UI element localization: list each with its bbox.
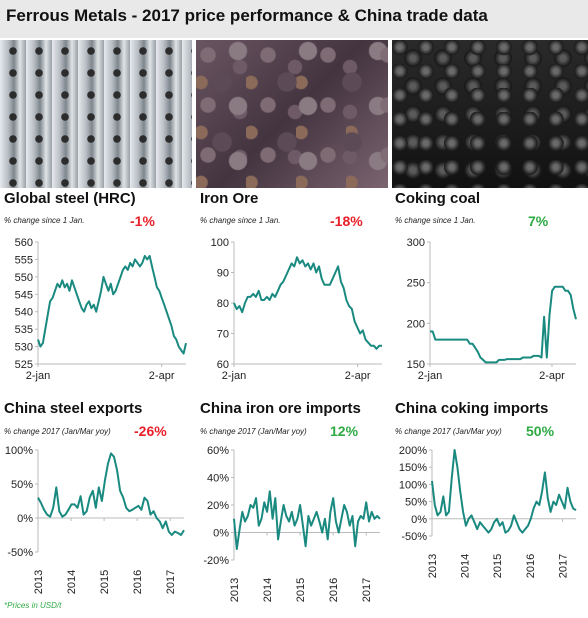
series-line [430,285,577,364]
panel-title-iron-ore-imports: China iron ore imports [200,400,361,417]
y-tick-label: 40% [207,473,229,485]
panel-change-iron-ore-imports: 12% [330,423,359,439]
x-tick-label: 2014 [66,570,78,594]
panel-change-steel-exports: -26% [134,423,167,439]
y-tick-label: -20% [203,555,229,567]
y-tick-label: 150 [407,359,425,371]
series-line [233,490,381,550]
x-tick-label: 2-jan [26,370,50,382]
chart-coking-imports: -50% 0% 50% 100% 150% 200% 2013 2014 2015 2016 201… [399,445,577,578]
y-tick-label: 545 [15,289,33,301]
y-tick-label: 100% [5,445,33,457]
x-tick-label: 2-apr [345,370,371,382]
y-tick-label: -50% [401,531,427,543]
y-tick-label: 100% [399,479,427,491]
y-tick-label: 540 [15,307,33,319]
series-line [233,256,382,350]
panel-subtitle-coking-coal: % change since 1 Jan. [395,216,476,225]
y-tick-label: -50% [7,547,33,559]
x-tick-label: 2-apr [149,370,175,382]
x-tick-label: 2016 [525,554,537,578]
coking-coal-photo [392,40,588,188]
chart-global-steel: 525 530 535 540 545 550 555 560 2-jan 2-apr [15,237,187,382]
y-tick-label: 300 [407,237,425,249]
panel-change-iron-ore: -18% [330,213,363,229]
y-tick-label: 560 [15,237,33,249]
y-tick-label: 250 [407,278,425,290]
y-tick-label: 150% [399,462,427,474]
x-tick-label: 2013 [229,578,241,602]
panel-title-steel-exports: China steel exports [4,400,143,417]
x-tick-label: 2014 [262,578,274,602]
x-tick-label: 2015 [99,570,111,594]
y-tick-label: 200% [399,445,427,457]
y-tick-label: 555 [15,254,33,266]
panel-title-iron-ore: Iron Ore [200,190,259,207]
series-line [37,254,187,355]
y-tick-label: 0% [411,514,427,526]
y-tick-label: 20% [207,500,229,512]
y-tick-label: 550 [15,272,33,284]
chart-iron-ore-imports: -20% 0% 20% 40% 60% 2013 2014 2015 2016 2017 [203,445,381,602]
y-tick-label: 0% [213,528,229,540]
x-tick-label: 2-jan [418,370,442,382]
panel-subtitle-steel: % change since 1 Jan. [4,216,85,225]
series-line [37,452,185,536]
series-line [431,449,577,534]
panel-change-coking-coal: 7% [528,213,549,229]
x-tick-label: 2016 [328,578,340,602]
panel-change-coking-imports: 50% [526,423,555,439]
y-tick-label: 60 [217,359,229,371]
x-tick-label: 2013 [427,554,439,578]
panel-subtitle-steel-exports: % change 2017 (Jan/Mar yoy) [4,427,111,436]
header-bar: Ferrous Metals - 2017 price performance … [0,0,588,38]
x-tick-label: 2-jan [222,370,246,382]
x-tick-label: 2013 [33,570,45,594]
panel-title-coking-imports: China coking imports [395,400,549,417]
x-tick-label: 2017 [165,570,177,594]
y-tick-label: 90 [217,268,229,280]
y-tick-label: 100 [211,237,229,249]
x-tick-label: 2017 [361,578,373,602]
x-tick-label: 2016 [132,570,144,594]
steel-coils-photo [0,40,192,188]
y-tick-label: 200 [407,318,425,330]
x-tick-label: 2-apr [539,370,565,382]
y-tick-label: 60% [207,445,229,457]
panel-title-coking-coal: Coking coal [395,190,481,207]
y-tick-label: 535 [15,324,33,336]
panel-subtitle-iron-ore: % change since 1 Jan. [200,216,281,225]
iron-ore-photo [196,40,388,188]
panel-subtitle-iron-ore-imports: % change 2017 (Jan/Mar yoy) [200,427,307,436]
x-tick-label: 2015 [492,554,504,578]
y-tick-label: 0% [17,513,33,525]
y-tick-label: 70 [217,329,229,341]
x-tick-label: 2017 [557,554,569,578]
chart-coking-coal: 150 200 250 300 2-jan 2-apr [407,237,577,382]
chart-iron-ore: 60 70 80 90 100 2-jan 2-apr [211,237,382,382]
y-tick-label: 530 [15,342,33,354]
footnote: *Prices in USD/t [4,601,62,610]
y-tick-label: 50% [405,497,427,509]
page-title: Ferrous Metals - 2017 price performance … [6,6,488,25]
y-tick-label: 80 [217,298,229,310]
chart-steel-exports: -50% 0% 50% 100% 2013 2014 2015 2016 2017 [5,445,185,594]
panel-subtitle-coking-imports: % change 2017 (Jan/Mar yoy) [395,427,502,436]
x-tick-label: 2014 [460,554,472,578]
panel-title-steel: Global steel (HRC) [4,190,136,207]
y-tick-label: 525 [15,359,33,371]
panel-change-steel: -1% [130,213,155,229]
y-tick-label: 50% [11,479,33,491]
x-tick-label: 2015 [295,578,307,602]
